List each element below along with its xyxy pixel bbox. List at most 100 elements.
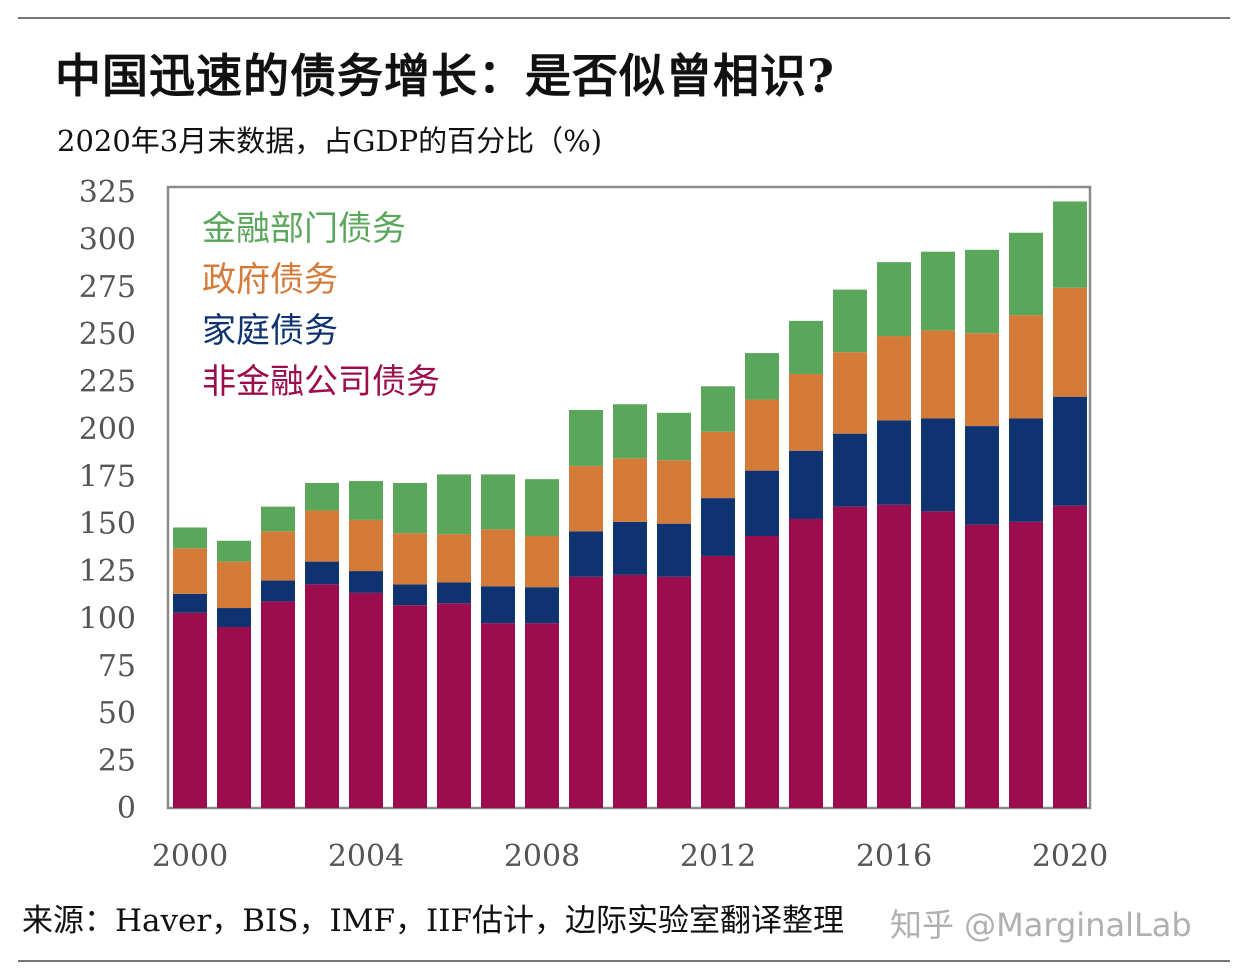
bar-segment-2012-series-0	[701, 555, 735, 808]
y-axis-ticks: 0 25 50 75 100 125 150 175 200 225 250 275 300 325	[79, 175, 136, 826]
bar-segment-2003-series-1	[305, 561, 339, 585]
y-tick-label: 325	[79, 175, 136, 210]
bar-segment-2007-series-2	[481, 529, 515, 587]
bar-segment-2012-series-3	[701, 386, 735, 432]
watermark: 知乎 @MarginalLab	[890, 906, 1192, 944]
y-tick-label: 100	[79, 601, 136, 636]
bars-group	[173, 201, 1087, 808]
y-tick-label: 300	[79, 222, 136, 257]
x-axis-ticks: 2000 2004 2008 2012 2016 2020	[152, 839, 1108, 874]
legend-entry: 金融部门债务	[202, 209, 406, 249]
bar-segment-2013-series-2	[745, 399, 779, 471]
bar-segment-2004-series-2	[349, 519, 383, 572]
bar-segment-2000-series-0	[173, 612, 207, 808]
bar-segment-2020-series-1	[1053, 396, 1087, 506]
bar-segment-2011-series-2	[657, 460, 691, 524]
x-tick-label: 2012	[680, 839, 756, 874]
bar-segment-2008-series-1	[525, 587, 559, 624]
bar-segment-2005-series-3	[393, 482, 427, 534]
y-tick-label: 200	[79, 412, 136, 447]
bar-segment-2000-series-2	[173, 548, 207, 594]
bar-segment-2014-series-1	[789, 450, 823, 519]
bar-segment-2001-series-0	[217, 626, 251, 808]
bar-segment-2005-series-0	[393, 605, 427, 808]
x-tick-label: 2008	[504, 839, 580, 874]
bar-segment-2010-series-0	[613, 574, 647, 808]
page-title: 中国迅速的债务增长：是否似曾相识?	[55, 49, 835, 103]
bar-segment-2007-series-0	[481, 623, 515, 808]
bar-segment-2003-series-3	[305, 482, 339, 511]
bar-segment-2004-series-1	[349, 571, 383, 593]
x-tick-label: 2020	[1032, 839, 1108, 874]
bar-segment-2009-series-1	[569, 531, 603, 577]
bar-segment-2009-series-0	[569, 576, 603, 808]
bar-segment-2014-series-3	[789, 320, 823, 374]
bar-segment-2015-series-3	[833, 289, 867, 353]
bar-segment-2013-series-3	[745, 353, 779, 400]
bar-segment-2004-series-3	[349, 481, 383, 520]
bar-segment-2012-series-1	[701, 498, 735, 556]
bar-segment-2010-series-2	[613, 458, 647, 522]
bar-segment-2001-series-1	[217, 608, 251, 627]
bar-segment-2002-series-1	[261, 580, 295, 602]
bar-segment-2013-series-0	[745, 536, 779, 808]
x-tick-label: 2016	[856, 839, 932, 874]
bar-segment-2002-series-0	[261, 601, 295, 808]
legend-entry: 非金融公司债务	[202, 362, 440, 402]
y-tick-label: 250	[79, 317, 136, 352]
bar-segment-2006-series-0	[437, 603, 471, 808]
y-tick-label: 150	[79, 507, 136, 542]
bar-segment-2009-series-3	[569, 409, 603, 466]
bar-segment-2019-series-2	[1009, 315, 1043, 419]
bar-segment-2016-series-1	[877, 420, 911, 505]
bar-segment-2019-series-3	[1009, 232, 1043, 316]
bar-segment-2015-series-0	[833, 506, 867, 808]
bar-segment-2003-series-2	[305, 510, 339, 562]
bar-segment-2001-series-2	[217, 561, 251, 609]
y-tick-label: 275	[79, 270, 136, 305]
x-tick-label: 2000	[152, 839, 228, 874]
bar-segment-2010-series-3	[613, 404, 647, 459]
y-tick-label: 25	[98, 744, 136, 779]
legend-entry: 家庭债务	[202, 311, 338, 351]
y-tick-label: 0	[117, 791, 136, 826]
bar-segment-2010-series-1	[613, 521, 647, 575]
bar-segment-2013-series-1	[745, 470, 779, 537]
bar-segment-2008-series-0	[525, 623, 559, 808]
bar-segment-2011-series-0	[657, 576, 691, 808]
bar-segment-2008-series-2	[525, 536, 559, 588]
bar-segment-2001-series-3	[217, 540, 251, 562]
bar-segment-2017-series-2	[921, 330, 955, 419]
bar-segment-2002-series-2	[261, 531, 295, 581]
y-tick-label: 75	[98, 649, 136, 684]
bar-segment-2019-series-0	[1009, 521, 1043, 808]
bar-segment-2020-series-2	[1053, 287, 1087, 397]
bar-segment-2000-series-3	[173, 527, 207, 549]
bar-segment-2000-series-1	[173, 593, 207, 613]
bar-segment-2020-series-3	[1053, 201, 1087, 288]
bar-segment-2019-series-1	[1009, 418, 1043, 522]
source-note: 来源：Haver，BIS，IMF，IIF估计，边际实验室翻译整理	[22, 903, 844, 939]
bar-segment-2018-series-0	[965, 524, 999, 808]
bar-segment-2005-series-1	[393, 584, 427, 606]
y-tick-label: 225	[79, 365, 136, 400]
bar-segment-2002-series-3	[261, 506, 295, 532]
bar-segment-2017-series-0	[921, 511, 955, 808]
bar-segment-2007-series-1	[481, 586, 515, 624]
bar-segment-2014-series-0	[789, 518, 823, 808]
bar-segment-2005-series-2	[393, 533, 427, 585]
bar-segment-2017-series-1	[921, 418, 955, 512]
bar-segment-2017-series-3	[921, 251, 955, 331]
bar-segment-2015-series-2	[833, 352, 867, 434]
bar-segment-2016-series-0	[877, 504, 911, 808]
bar-segment-2014-series-2	[789, 373, 823, 451]
bar-segment-2012-series-2	[701, 431, 735, 499]
bar-segment-2006-series-3	[437, 474, 471, 535]
bar-segment-2015-series-1	[833, 433, 867, 507]
bar-segment-2016-series-3	[877, 262, 911, 337]
bar-segment-2011-series-3	[657, 412, 691, 461]
bar-segment-2004-series-0	[349, 592, 383, 808]
bar-segment-2003-series-0	[305, 584, 339, 808]
legend-entry: 政府债务	[202, 260, 338, 300]
